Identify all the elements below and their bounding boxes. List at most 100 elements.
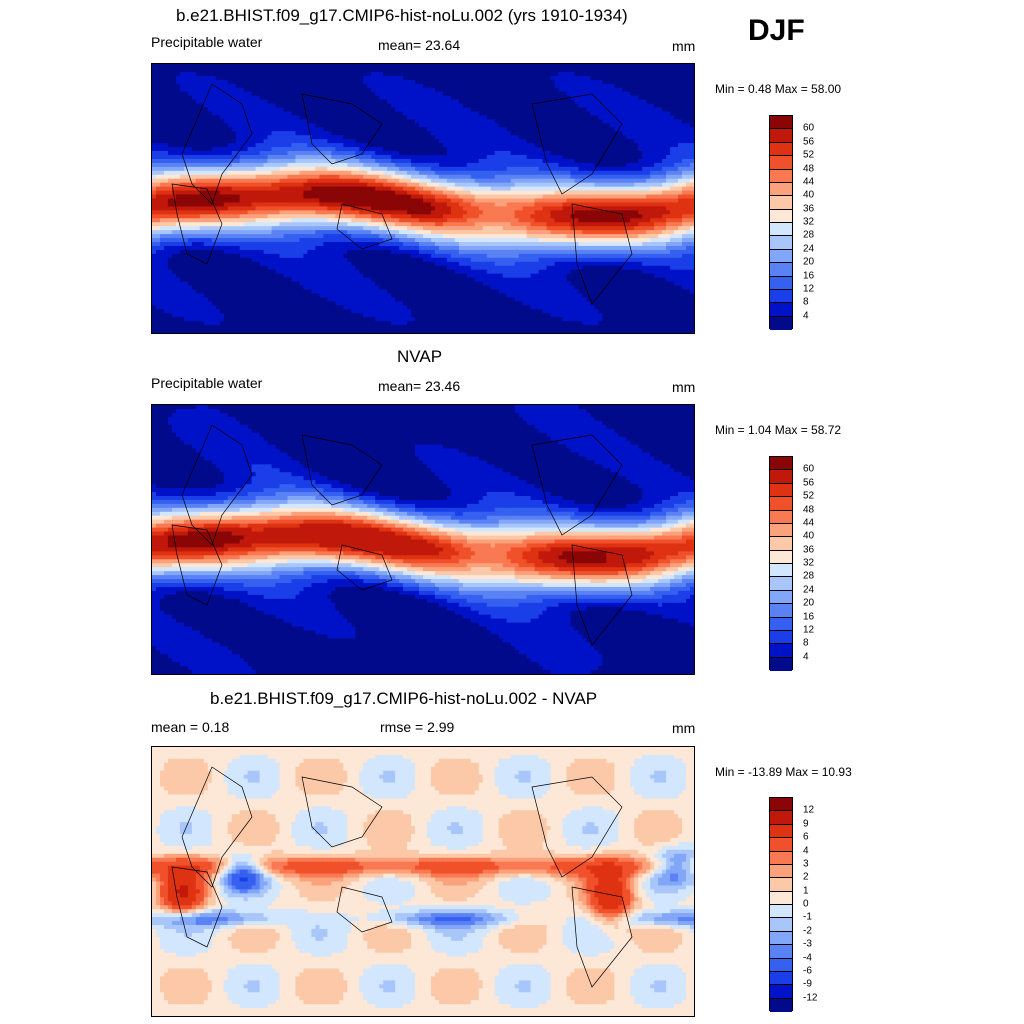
colorbar-swatch: [770, 537, 792, 551]
colorbar-swatch: [770, 169, 792, 183]
panel-2-mean-label: mean= 23.46: [378, 378, 460, 394]
colorbar-tick-label: 16: [803, 270, 814, 281]
colorbar-swatch: [770, 276, 792, 290]
coastline: [301, 434, 383, 506]
colorbar-swatch: [770, 798, 792, 812]
panel-1-minmax: Min = 0.48 Max = 58.00: [715, 82, 841, 96]
colorbar-tick-label: 0: [803, 899, 809, 910]
colorbar-swatch: [770, 564, 792, 578]
colorbar-swatch: [770, 985, 792, 999]
colorbar-tick-label: 56: [803, 136, 814, 147]
colorbar-swatch: [770, 824, 792, 839]
colorbar-swatch: [770, 523, 792, 538]
colorbar-swatch: [770, 483, 792, 498]
colorbar-tick-label: 52: [803, 491, 814, 502]
colorbar-tick-label: 44: [803, 176, 814, 187]
colorbar-swatch: [770, 497, 792, 511]
coastline: [171, 866, 223, 948]
panel-3-minmax: Min = -13.89 Max = 10.93: [715, 765, 852, 779]
colorbar-tick-label: 52: [803, 150, 814, 161]
colorbar-tick-label: 20: [803, 257, 814, 268]
panel-3-map: [151, 746, 695, 1017]
panel-2-minmax: Min = 1.04 Max = 58.72: [715, 423, 841, 437]
colorbar-tick-label: -4: [803, 952, 812, 963]
coastline: [336, 886, 393, 933]
panel-3-mean-label: mean = 0.18: [151, 719, 229, 735]
colorbar-swatch: [770, 931, 792, 946]
colorbar-tick-label: -2: [803, 925, 812, 936]
coastline: [336, 544, 393, 591]
colorbar-tick-label: 12: [803, 805, 814, 816]
coastline: [336, 203, 393, 250]
colorbar-swatch: [770, 470, 792, 484]
colorbar-swatch: [770, 289, 792, 304]
panel-1-map: [151, 63, 695, 334]
colorbar-tick-label: -12: [803, 992, 817, 1003]
colorbar-swatch: [770, 223, 792, 237]
colorbar-swatch: [770, 905, 792, 919]
colorbar-tick-label: 9: [803, 818, 809, 829]
colorbar-swatch: [770, 249, 792, 264]
colorbar-tick-label: 40: [803, 190, 814, 201]
colorbar-swatch: [770, 263, 792, 277]
colorbar-swatch: [770, 617, 792, 631]
colorbar-swatch: [770, 142, 792, 157]
colorbar-tick-label: -6: [803, 965, 812, 976]
colorbar-tick-label: 8: [803, 297, 809, 308]
colorbar-tick-label: 3: [803, 858, 809, 869]
colorbar-tick-label: 12: [803, 283, 814, 294]
colorbar-swatch: [770, 644, 792, 658]
colorbar-tick-label: 24: [803, 584, 814, 595]
colorbar-tick-label: 36: [803, 544, 814, 555]
coastline: [171, 183, 223, 265]
colorbar-tick-label: 40: [803, 531, 814, 542]
colorbar-tick-label: 32: [803, 558, 814, 569]
panel-3-colorbar: [769, 797, 793, 1012]
coastline: [181, 766, 253, 888]
colorbar-swatch: [770, 209, 792, 223]
panel-1-mean-label: mean= 23.64: [378, 37, 460, 53]
panel-2-title: NVAP: [397, 347, 442, 367]
colorbar-tick-label: 24: [803, 243, 814, 254]
colorbar-tick-label: 48: [803, 504, 814, 515]
colorbar-tick-label: 4: [803, 310, 809, 321]
coastline: [301, 93, 383, 165]
coastline: [301, 776, 383, 848]
colorbar-swatch: [770, 236, 792, 250]
coastline: [571, 544, 633, 646]
colorbar-tick-label: 60: [803, 464, 814, 475]
colorbar-swatch: [770, 838, 792, 852]
colorbar-swatch: [770, 577, 792, 591]
panel-3-title: b.e21.BHIST.f09_g17.CMIP6-hist-noLu.002 …: [210, 689, 597, 709]
colorbar-swatch: [770, 116, 792, 130]
panel-1-variable-label: Precipitable water: [151, 34, 262, 50]
contour-field: [152, 64, 694, 333]
colorbar-swatch: [770, 129, 792, 143]
panel-2-variable-label: Precipitable water: [151, 375, 262, 391]
panel-2-map: [151, 404, 695, 675]
colorbar-swatch: [770, 811, 792, 825]
colorbar-swatch: [770, 971, 792, 986]
colorbar-tick-label: 16: [803, 611, 814, 622]
colorbar-tick-label: 36: [803, 203, 814, 214]
panel-2-colorbar: [769, 456, 793, 671]
coastline: [181, 83, 253, 205]
colorbar-tick-label: 8: [803, 638, 809, 649]
colorbar-tick-label: 20: [803, 598, 814, 609]
panel-3-rmse-label: rmse = 2.99: [380, 719, 454, 735]
colorbar-swatch: [770, 550, 792, 564]
colorbar-swatch: [770, 303, 792, 317]
panel-1-units-label: mm: [672, 38, 695, 54]
colorbar-swatch: [770, 156, 792, 170]
colorbar-tick-label: 2: [803, 872, 809, 883]
colorbar-swatch: [770, 891, 792, 905]
colorbar-swatch: [770, 864, 792, 879]
colorbar-tick-label: 28: [803, 230, 814, 241]
colorbar-tick-label: 1: [803, 885, 809, 896]
colorbar-swatch: [770, 878, 792, 892]
coastline: [171, 524, 223, 606]
coastline: [531, 776, 623, 878]
contour-field: [152, 405, 694, 674]
panel-1-title: b.e21.BHIST.f09_g17.CMIP6-hist-noLu.002 …: [176, 6, 628, 26]
colorbar-tick-label: 60: [803, 123, 814, 134]
